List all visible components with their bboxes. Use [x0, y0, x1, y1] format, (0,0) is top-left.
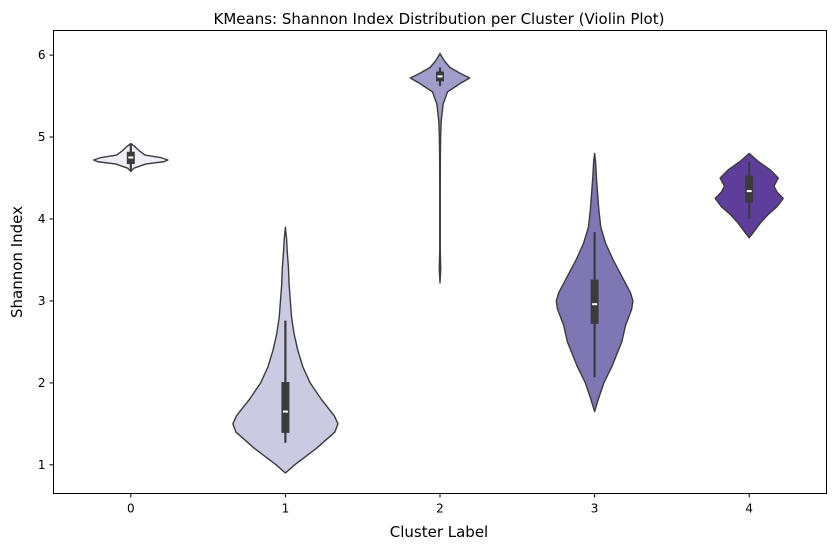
x-ticks: 0 1 2 3 4: [127, 493, 753, 516]
y-tick-label-6: 6: [38, 48, 46, 62]
y-tick-label-1: 1: [38, 458, 46, 472]
violin-body-2: [409, 52, 471, 284]
violins-group: [93, 52, 784, 474]
y-tick-label-4: 4: [38, 212, 46, 226]
y-axis-label: Shannon Index: [8, 206, 26, 318]
y-tick-label-5: 5: [38, 130, 46, 144]
violin-iqr-box-4: [745, 175, 754, 203]
x-tick-label-2: 2: [436, 502, 444, 516]
violin-iqr-box-1: [281, 382, 290, 433]
x-axis-label: Cluster Label: [390, 523, 488, 541]
violin-iqr-box-3: [590, 279, 599, 324]
x-tick-label-3: 3: [591, 502, 599, 516]
chart-title: KMeans: Shannon Index Distribution per C…: [214, 10, 665, 28]
x-tick-label-4: 4: [745, 502, 753, 516]
x-tick-label-1: 1: [282, 502, 290, 516]
y-tick-label-2: 2: [38, 376, 46, 390]
y-ticks: 1 2 3 4 5 6: [38, 48, 54, 472]
x-tick-label-0: 0: [127, 502, 135, 516]
y-tick-label-3: 3: [38, 294, 46, 308]
